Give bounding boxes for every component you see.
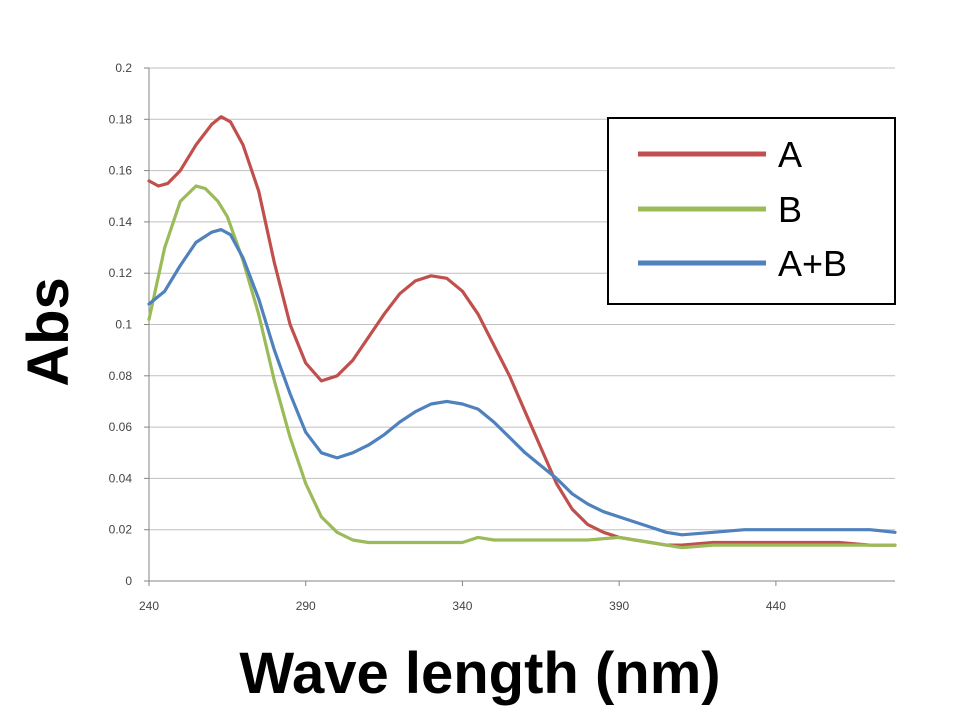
y-tick-label: 0.14 (109, 215, 133, 229)
legend-label-a-plus-b: A+B (778, 243, 847, 284)
y-tick-label: 0.06 (109, 420, 133, 434)
x-tick-label: 440 (766, 599, 786, 613)
y-tick-label: 0.1 (115, 318, 132, 332)
axes (144, 67, 895, 586)
y-tick-label: 0.02 (109, 523, 133, 537)
y-axis-title: Abs (16, 277, 81, 387)
y-tick-label: 0.2 (115, 61, 132, 75)
y-tick-label: 0.04 (109, 471, 133, 485)
x-axis-title: Wave length (nm) (239, 641, 720, 706)
x-tick-label: 340 (452, 599, 472, 613)
legend-label-b: B (778, 189, 802, 230)
y-tick-label: 0.18 (109, 112, 133, 126)
tick-labels: 0 0.02 0.04 0.06 0.08 0.1 0.12 0.14 0.16 0.18 0.2 2… (109, 61, 787, 613)
legend-label-a: A (778, 134, 802, 175)
y-tick-label: 0.12 (109, 266, 133, 280)
legend: A B A+B (607, 117, 896, 305)
x-tick-label: 240 (139, 599, 159, 613)
x-tick-label: 390 (609, 599, 629, 613)
series-line-b (147, 184, 897, 550)
y-tick-label: 0.08 (109, 369, 133, 383)
x-tick-label: 290 (296, 599, 316, 613)
series-line-a (147, 115, 897, 547)
series-lines (147, 115, 897, 550)
y-tick-label: 0.16 (109, 164, 133, 178)
series-line-a-plus-b (147, 228, 897, 537)
y-tick-label: 0 (125, 574, 132, 588)
